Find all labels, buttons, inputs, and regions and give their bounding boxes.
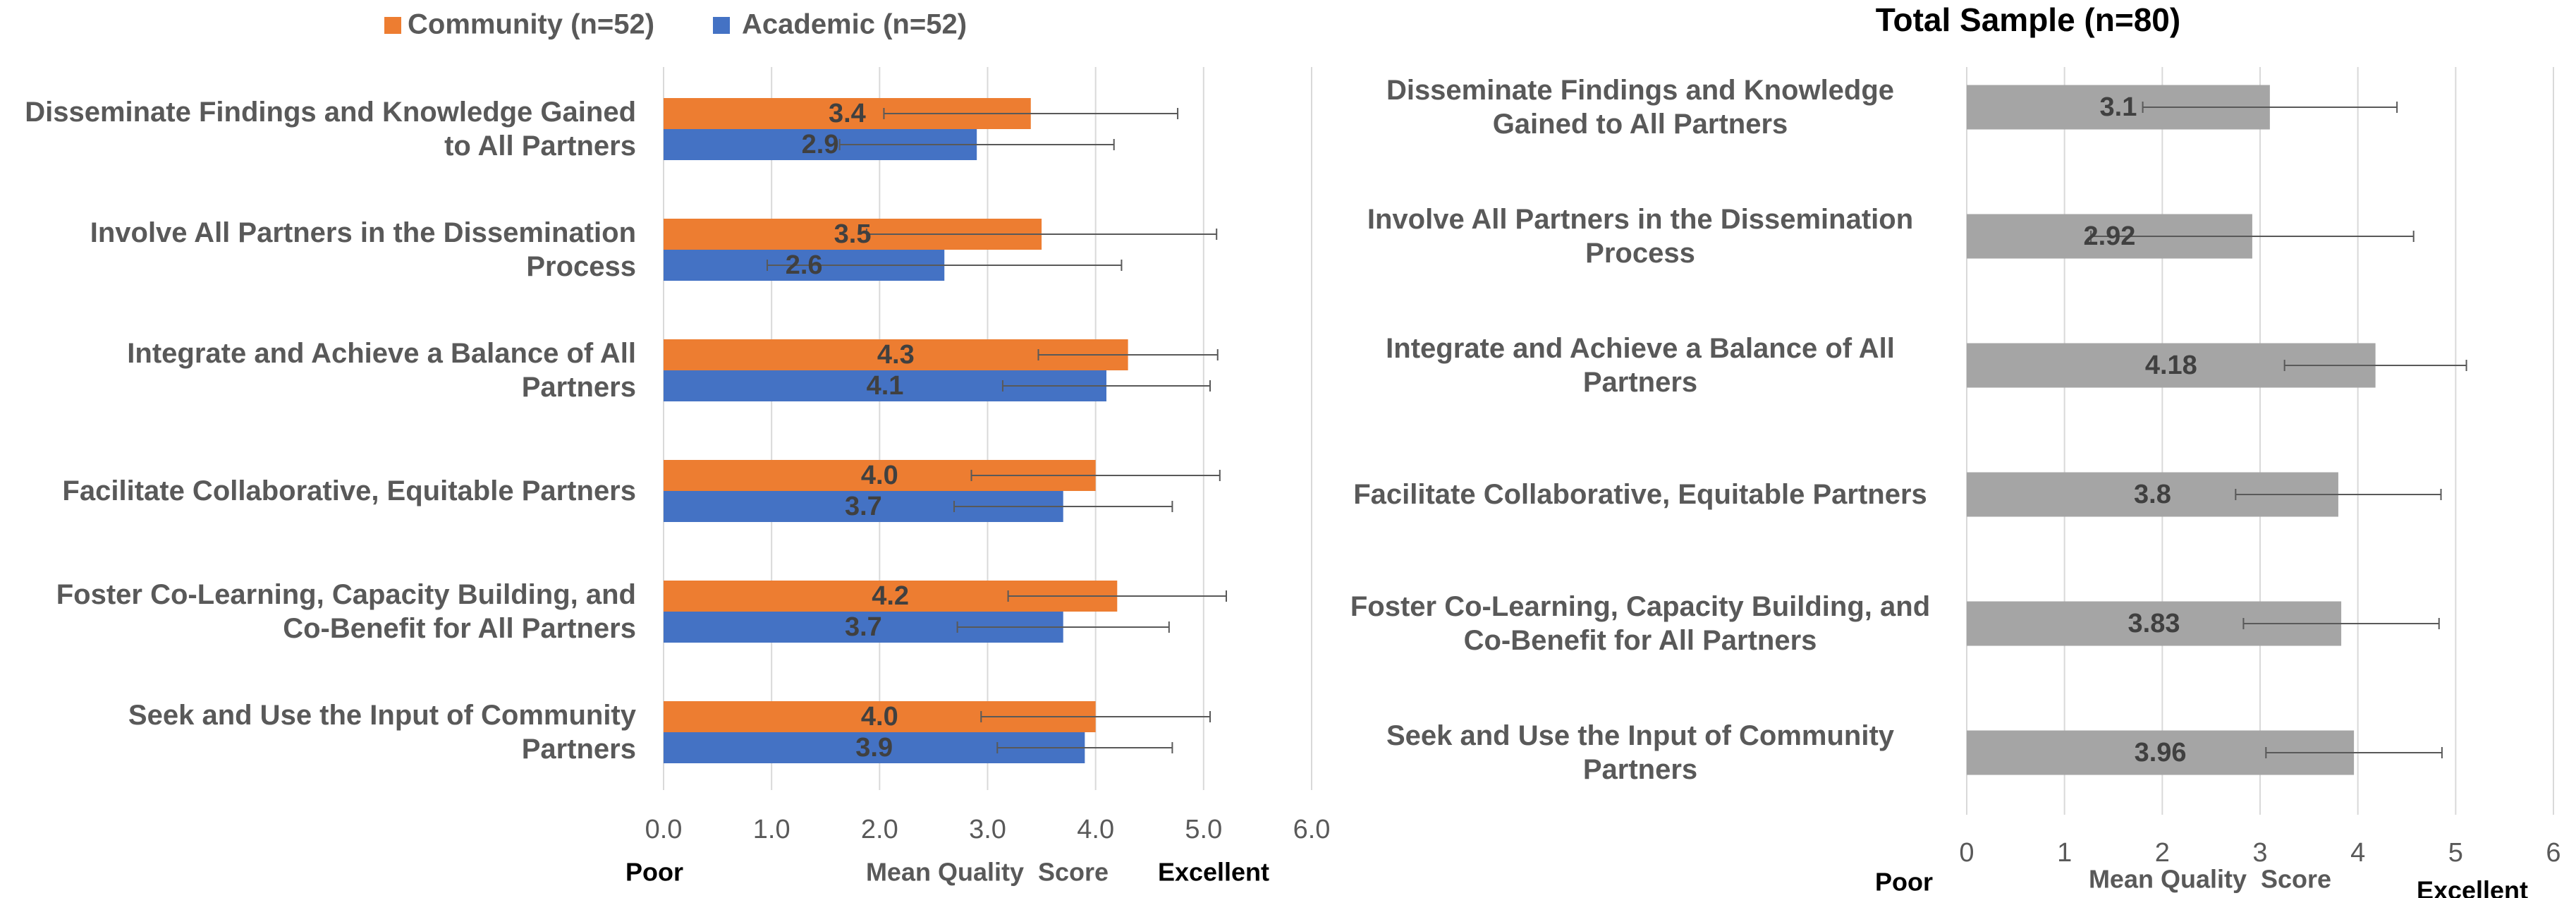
x-tick-label: 3.0 [969, 815, 1006, 844]
annotation: Excellent [2417, 876, 2528, 898]
data-label: 3.5 [834, 219, 872, 249]
error-bar [956, 621, 1170, 633]
error-bar [1037, 349, 1219, 360]
error-bar [2090, 231, 2415, 242]
category-label: Disseminate Findings and Knowledge Gaine… [25, 97, 636, 162]
annotation: Mean Quality Score [866, 858, 1109, 887]
x-tick-label: 5.0 [1185, 815, 1222, 844]
legend-label: Academic (n=52) [742, 9, 967, 40]
data-label: 3.8 [2134, 480, 2171, 509]
chart-title: Total Sample (n=80) [1876, 1, 2180, 38]
data-label: 3.1 [2100, 92, 2137, 122]
legend-swatch [384, 17, 401, 34]
category-label: Integrate and Achieve a Balance of All P… [1386, 333, 1895, 398]
error-bar [1001, 380, 1211, 392]
category-label: Foster Co-Learning, Capacity Building, a… [56, 579, 636, 644]
error-bar [2283, 360, 2467, 371]
x-tick-label: 3 [2252, 838, 2267, 868]
x-tick-label: 1.0 [753, 815, 790, 844]
category-label: Foster Co-Learning, Capacity Building, a… [1350, 591, 1931, 656]
category-label: Disseminate Findings and Knowledge Gaine… [1386, 75, 1895, 140]
error-bar [1007, 590, 1227, 602]
x-tick-label: 6.0 [1293, 815, 1331, 844]
error-bar [2235, 489, 2442, 500]
data-label: 2.9 [802, 130, 839, 159]
x-tick-label: 2.0 [861, 815, 898, 844]
data-label: 4.0 [861, 461, 898, 490]
category-label: Seek and Use the Input of Community Part… [128, 700, 636, 765]
data-label: 2.6 [786, 250, 823, 280]
category-label: Facilitate Collaborative, Equitable Part… [62, 475, 636, 506]
error-bar [996, 742, 1173, 753]
annotation: Poor [625, 858, 683, 887]
x-tick-label: 1 [2057, 838, 2072, 868]
data-label: 4.1 [867, 371, 904, 401]
data-label: 3.96 [2135, 738, 2187, 767]
error-bar [970, 470, 1221, 481]
annotation: Poor [1875, 868, 1933, 897]
data-label: 3.7 [845, 612, 882, 642]
data-label: 4.3 [877, 340, 915, 370]
data-label: 3.9 [855, 733, 893, 763]
error-bar [953, 501, 1173, 512]
x-tick-label: 4 [2350, 838, 2365, 868]
category-label: Seek and Use the Input of Community Part… [1386, 720, 1895, 785]
x-tick-label: 6 [2546, 838, 2560, 868]
category-label: Involve All Partners in the Disseminatio… [1367, 204, 1914, 269]
data-label: 4.0 [861, 702, 898, 732]
x-tick-label: 0.0 [645, 815, 683, 844]
annotation: Excellent [1158, 858, 1269, 887]
x-tick-label: 2 [2155, 838, 2170, 868]
legend-label: Community (n=52) [408, 9, 654, 40]
annotation: Mean Quality Score [2089, 865, 2331, 894]
error-bar [980, 711, 1211, 722]
error-bar [2142, 102, 2398, 113]
error-bar [2242, 618, 2440, 629]
category-label: Involve All Partners in the Disseminatio… [90, 217, 636, 282]
data-label: 3.4 [829, 99, 866, 128]
legend-swatch [713, 17, 730, 34]
error-bar [2265, 747, 2443, 758]
error-bar [767, 260, 1123, 271]
data-label: 4.2 [872, 581, 909, 611]
category-label: Facilitate Collaborative, Equitable Part… [1353, 479, 1927, 510]
data-label: 3.7 [845, 492, 882, 521]
x-tick-label: 0 [1959, 838, 1974, 868]
data-label: 4.18 [2145, 351, 2197, 380]
category-label: Integrate and Achieve a Balance of All P… [127, 338, 636, 403]
data-label: 3.83 [2128, 609, 2180, 638]
x-tick-label: 4.0 [1077, 815, 1114, 844]
error-bar [838, 139, 1115, 150]
data-label: 2.92 [2083, 222, 2135, 251]
error-bar [883, 108, 1179, 119]
error-bar [865, 229, 1218, 240]
x-tick-label: 5 [2448, 838, 2463, 868]
